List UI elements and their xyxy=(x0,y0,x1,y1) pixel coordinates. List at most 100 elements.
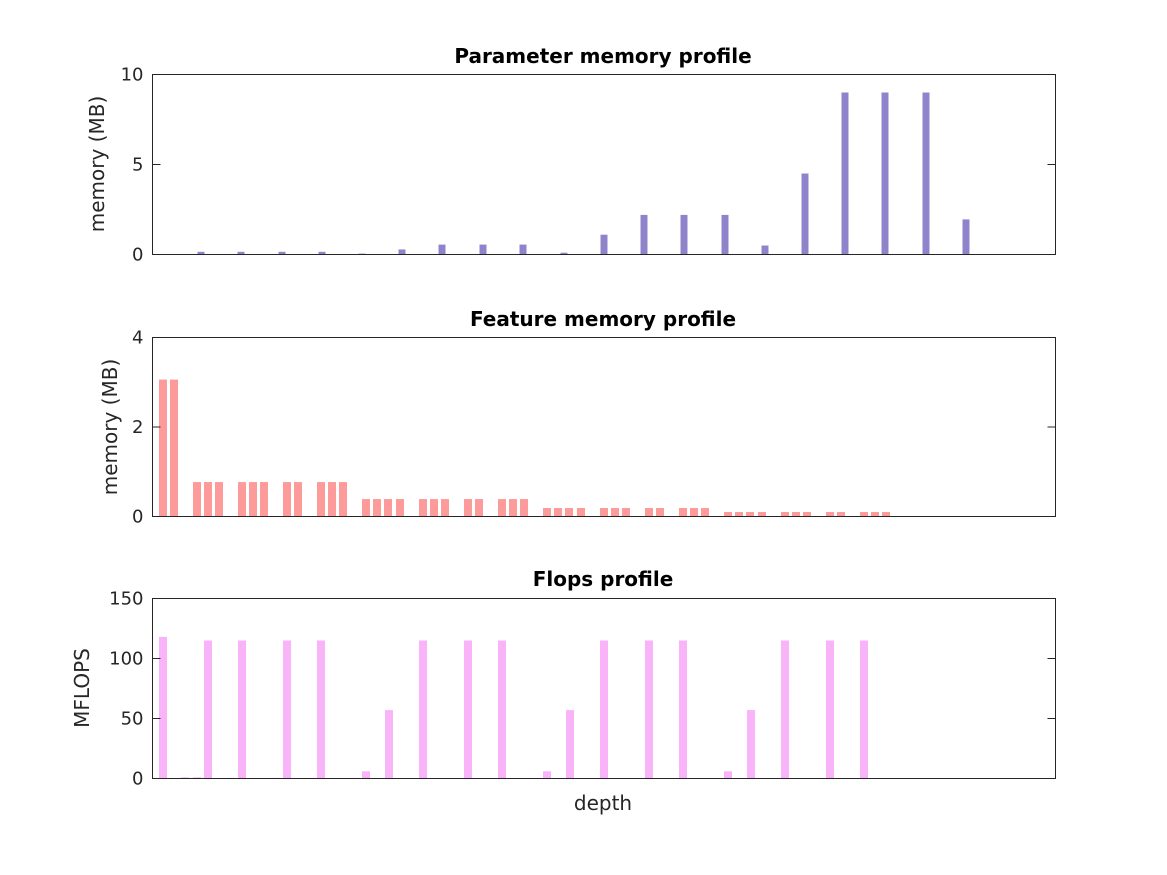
bar xyxy=(622,508,630,517)
bar xyxy=(600,641,608,779)
bar xyxy=(373,499,381,516)
bar xyxy=(520,245,527,255)
bar xyxy=(871,512,879,516)
bar xyxy=(724,771,732,778)
bars xyxy=(159,637,947,779)
y-tick-label: 2 xyxy=(132,417,143,438)
y-tick-label: 4 xyxy=(132,328,143,349)
bar xyxy=(543,508,551,517)
y-tick-label: 10 xyxy=(121,65,144,86)
bars xyxy=(157,93,970,255)
bar xyxy=(464,641,472,779)
y-ticks: 050100150 xyxy=(109,589,1055,790)
y-tick-label: 0 xyxy=(132,507,143,528)
y-axis-label: memory (MB) xyxy=(85,96,109,233)
bar xyxy=(577,508,585,517)
bar xyxy=(566,710,574,778)
bar xyxy=(781,512,789,516)
bar xyxy=(611,508,619,517)
bar xyxy=(656,508,664,517)
bar xyxy=(498,499,506,516)
bar xyxy=(837,512,845,516)
y-tick-label: 0 xyxy=(132,245,143,266)
bar xyxy=(260,482,268,516)
bar xyxy=(419,499,427,516)
bar xyxy=(641,215,648,255)
bar xyxy=(430,499,438,516)
bar xyxy=(193,482,201,516)
bar xyxy=(679,508,687,517)
bar xyxy=(601,235,608,255)
bar xyxy=(600,508,608,517)
bar xyxy=(339,482,347,516)
y-axis-label: MFLOPS xyxy=(70,648,94,728)
bar xyxy=(826,512,834,516)
bar xyxy=(645,508,653,517)
bar xyxy=(475,499,483,516)
bar xyxy=(384,499,392,516)
bar xyxy=(565,508,573,517)
bar xyxy=(802,174,809,255)
x-axis-label: depth xyxy=(574,791,632,815)
bar xyxy=(362,771,370,778)
y-axis-label: memory (MB) xyxy=(98,359,122,496)
bar xyxy=(362,499,370,516)
bar xyxy=(762,246,769,255)
y-ticks: 0 5 10 xyxy=(121,65,1056,266)
bar xyxy=(860,641,868,779)
bars xyxy=(159,380,890,517)
bar xyxy=(681,215,688,255)
bar xyxy=(803,512,811,516)
parameter-memory-chart: Parameter memory profile memory (MB) 0 5 1… xyxy=(85,44,1056,266)
bar xyxy=(328,482,336,516)
bar xyxy=(690,508,698,517)
axes-frame xyxy=(153,75,1056,255)
y-tick-label: 5 xyxy=(132,155,143,176)
bar xyxy=(399,249,406,254)
bar xyxy=(923,93,930,255)
y-tick-label: 50 xyxy=(121,709,144,730)
bar xyxy=(238,482,246,516)
bar xyxy=(441,499,449,516)
bar xyxy=(645,641,653,779)
bar xyxy=(722,215,729,255)
bar xyxy=(480,245,487,255)
bar xyxy=(860,512,868,516)
bar xyxy=(498,641,506,779)
bar xyxy=(283,641,291,779)
chart-title: Flops profile xyxy=(533,567,674,591)
bar xyxy=(747,710,755,778)
chart-title: Parameter memory profile xyxy=(454,44,751,68)
y-tick-label: 150 xyxy=(109,589,143,610)
bar xyxy=(204,482,212,516)
bar xyxy=(792,512,800,516)
bar xyxy=(317,641,325,779)
bar xyxy=(520,499,528,516)
bar xyxy=(170,380,178,517)
bar xyxy=(963,219,970,254)
bar xyxy=(385,710,393,778)
bar xyxy=(249,482,257,516)
bar xyxy=(758,512,766,516)
bar xyxy=(317,482,325,516)
bar xyxy=(419,641,427,779)
bar xyxy=(294,482,302,516)
bar xyxy=(842,93,849,255)
bar xyxy=(509,499,517,516)
bar xyxy=(396,499,404,516)
chart-title: Feature memory profile xyxy=(470,307,736,331)
bar xyxy=(882,512,890,516)
bar xyxy=(701,508,709,517)
y-ticks: 0 2 4 xyxy=(132,328,1055,528)
bar xyxy=(464,499,472,516)
bar xyxy=(543,771,551,778)
bar xyxy=(735,512,743,516)
bar xyxy=(882,93,889,255)
bar xyxy=(724,512,732,516)
bar xyxy=(238,641,246,779)
y-tick-label: 100 xyxy=(109,649,143,670)
bar xyxy=(204,641,212,779)
bar xyxy=(746,512,754,516)
bar xyxy=(159,380,167,517)
